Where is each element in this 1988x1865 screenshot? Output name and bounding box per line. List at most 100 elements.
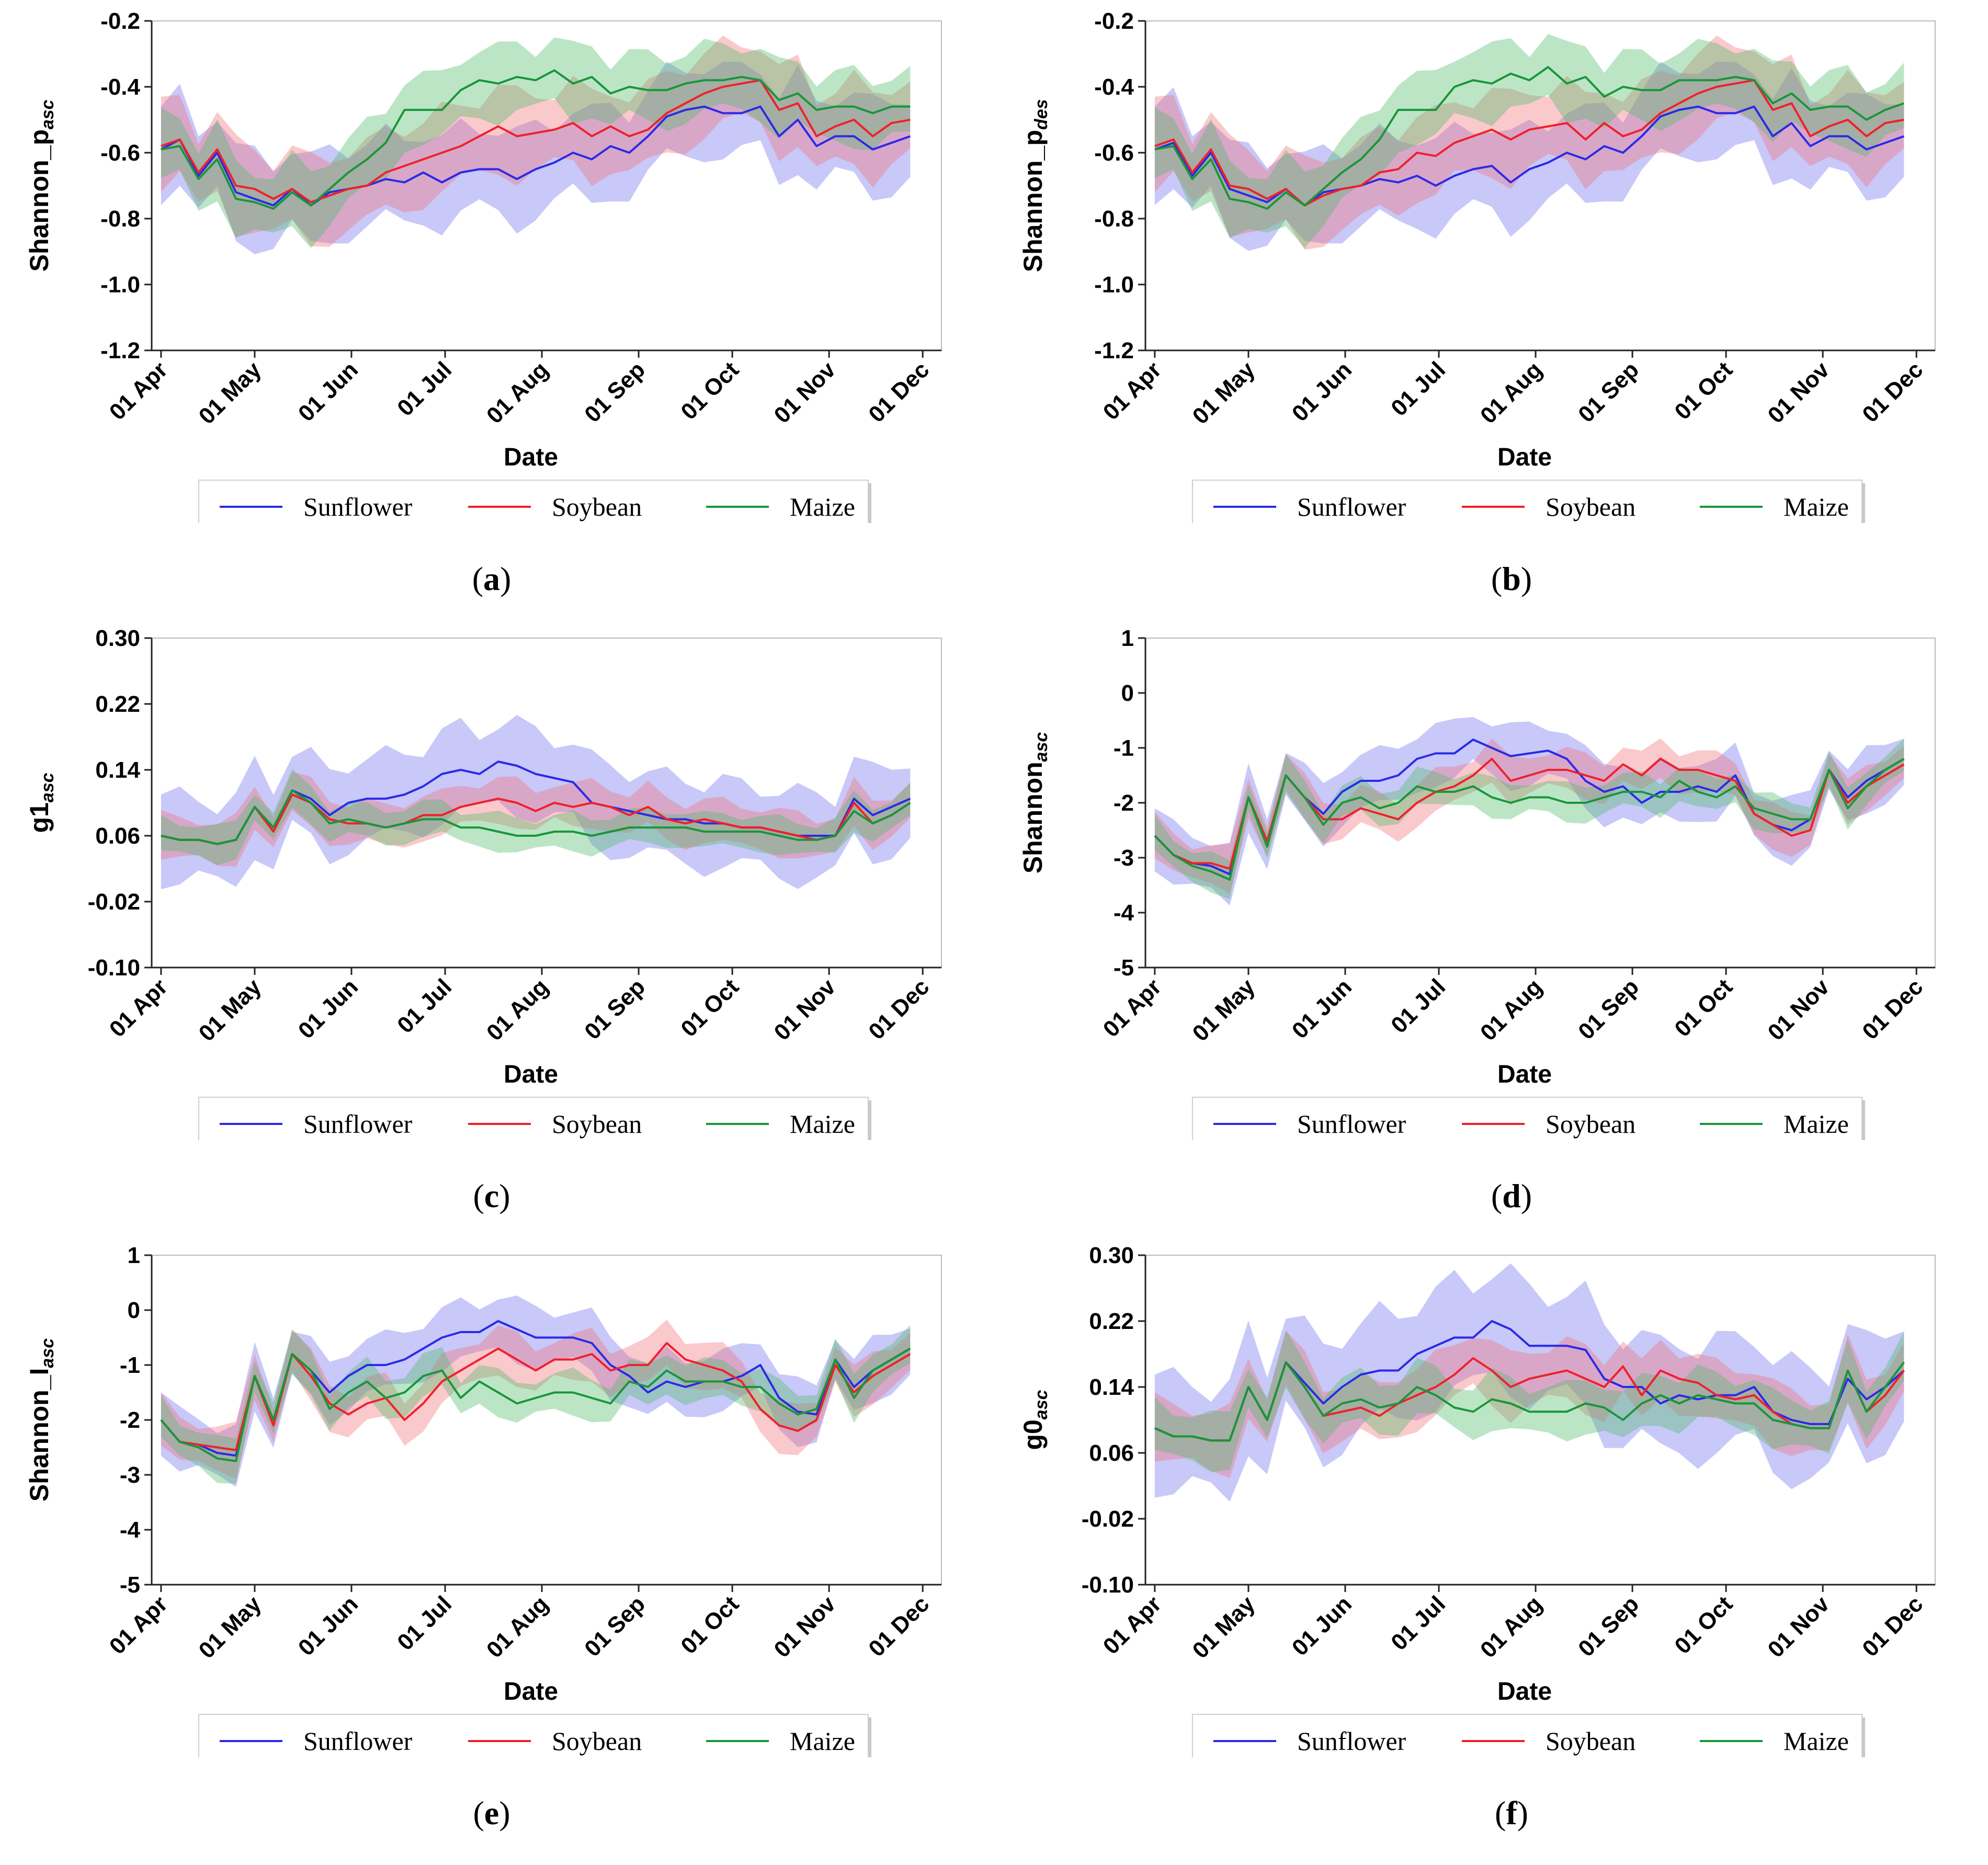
caption-b: (b) [1491,560,1532,597]
band-soybean [1154,738,1904,894]
x-tick-label: 01 Jun [293,974,363,1043]
legend-label-maize: Maize [790,1109,855,1139]
x-tick-label: 01 May [1188,357,1260,429]
legend-label-maize: Maize [1783,1109,1849,1139]
y-axis-title-main: Shannon [1018,761,1048,873]
y-tick-label: -0.02 [1082,1506,1134,1532]
y-axis-title-sub: asc [38,772,58,802]
x-tick-label: 01 Oct [1669,1591,1737,1659]
x-tick-label: 01 Aug [482,357,553,428]
x-tick-label: 01 Aug [1475,974,1547,1045]
y-tick-label: -0.02 [88,889,140,915]
y-tick-label: 0.22 [1089,1309,1134,1334]
caption-a: (a) [472,560,512,597]
chart-a: -1.2 -1.0 -0.8 -0.6 -0.4 -0.2 01 Apr 01 May 01 J… [25,8,942,523]
x-tick-label: 01 Jun [293,357,363,426]
x-tick-label: 01 Sep [580,357,650,427]
series-line-soybean [161,79,911,203]
x-tick-label: 01 Dec [864,1591,934,1662]
x-axis-title: Date [1497,443,1552,471]
y-tick-label: -0.8 [100,206,140,232]
legend-label-soybean: Soybean [552,1109,642,1139]
x-tick-label: 01 Apr [1098,357,1166,425]
x-tick-label: 01 Jul [1386,357,1450,421]
x-tick-label: 01 Jul [392,1591,457,1655]
legend-label-sunflower: Sunflower [1297,1726,1406,1756]
y-axis-title-main: Shannon_p [25,129,54,271]
series-line-soybean [161,793,911,845]
y-axis-title-sub: asc [1031,1390,1051,1419]
y-tick-label: -1.2 [1094,338,1134,363]
band-sunflower [1154,717,1904,906]
y-axis-title: g1asc [25,772,58,833]
x-tick-label: 01 Jul [392,974,457,1038]
y-tick-label: -2 [1114,790,1134,816]
x-tick-label: 01 May [194,974,267,1047]
legend-box [1192,1097,1862,1140]
caption-d: (d) [1491,1177,1532,1214]
band-soybean [161,1320,911,1479]
legend-label-sunflower: Sunflower [303,492,413,521]
y-tick-label: 0 [128,1298,140,1323]
legend-label-sunflower: Sunflower [1297,492,1406,521]
x-tick-label: 01 Aug [482,1591,553,1663]
x-tick-label: 01 May [194,357,267,429]
y-tick-label: -0.10 [88,955,140,981]
y-tick-label: -4 [1114,900,1134,926]
x-tick-label: 01 Jun [293,1591,363,1661]
band-sunflower [161,61,911,255]
y-axis-title-main: g1 [25,802,54,833]
legend-box [198,1714,869,1757]
legend-box [1192,1714,1862,1757]
legend-box [198,480,869,523]
x-tick-label: 01 May [1188,974,1260,1047]
band-soybean [161,36,911,247]
x-tick-label: 01 Oct [676,974,744,1042]
y-axis-title: Shannonasc [1018,732,1051,874]
x-tick-label: 01 Dec [1857,1591,1928,1662]
y-axis-title: g0asc [1018,1390,1051,1450]
band-sunflower [1154,1263,1904,1502]
y-tick-label: 0.22 [95,691,140,717]
x-tick-label: 01 Apr [105,357,173,425]
y-axis-title-main: g0 [1018,1419,1048,1450]
y-tick-label: 1 [128,1243,140,1268]
legend-label-soybean: Soybean [1546,1109,1635,1139]
chart-d: -5 -4 -3 -2 -1 0 1 01 Apr 01 May 01 Jun 01 Jul 01 A… [1018,626,1936,1140]
x-tick-label: 01 Apr [105,1591,173,1659]
band-maize [161,1325,911,1484]
y-tick-label: -1 [120,1352,140,1378]
x-tick-label: 01 Sep [1573,974,1644,1044]
x-tick-label: 01 Jun [1287,974,1357,1043]
x-tick-label: 01 Aug [1475,357,1547,428]
y-tick-label: -0.6 [1094,140,1134,166]
band-maize [161,769,911,866]
caption-f: (f) [1495,1794,1528,1832]
series-line-maize [161,789,911,845]
legend-label-soybean: Soybean [552,492,642,521]
series-line-maize [1154,1361,1905,1442]
y-tick-label: -0.2 [100,8,140,34]
y-tick-label: -5 [1114,955,1134,981]
x-tick-label: 01 Jun [1287,357,1357,426]
y-tick-label: 0.30 [1089,1243,1134,1268]
band-maize [1154,738,1904,900]
x-tick-label: 01 Apr [1098,1591,1166,1659]
y-axis-title-sub: des [1031,99,1051,130]
y-tick-label: 0.06 [1089,1440,1134,1466]
series-line-maize [161,69,911,210]
y-axis-title-sub: asc [38,1338,58,1368]
band-sunflower [1154,61,1904,251]
y-tick-label: -3 [120,1462,140,1488]
y-tick-label: -2 [120,1407,140,1433]
x-tick-label: 01 Apr [105,974,173,1042]
band-soybean [1154,1330,1904,1478]
x-axis-title: Date [504,1061,558,1088]
series-line-maize [1154,758,1905,881]
legend-label-soybean: Soybean [1546,492,1635,521]
x-tick-label: 01 Sep [1573,357,1644,427]
x-tick-label: 01 Sep [1573,1591,1644,1662]
x-tick-label: 01 Jul [1386,974,1450,1038]
legend-label-sunflower: Sunflower [303,1109,413,1139]
